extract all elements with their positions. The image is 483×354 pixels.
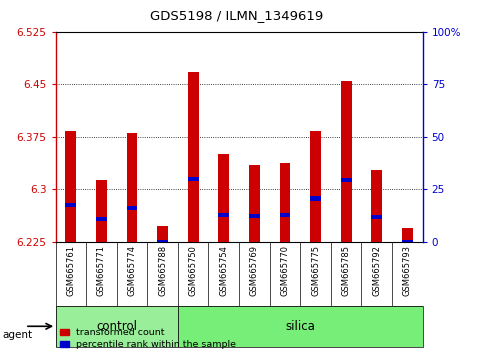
Bar xyxy=(127,206,137,210)
FancyBboxPatch shape xyxy=(56,306,178,347)
Text: GSM665771: GSM665771 xyxy=(97,245,106,296)
FancyBboxPatch shape xyxy=(56,306,423,347)
Text: silica: silica xyxy=(285,320,315,333)
Bar xyxy=(402,240,412,244)
Legend: transformed count, percentile rank within the sample: transformed count, percentile rank withi… xyxy=(60,329,236,349)
Bar xyxy=(371,215,382,219)
Bar xyxy=(310,131,321,242)
Text: agent: agent xyxy=(2,330,32,339)
Bar xyxy=(188,177,199,181)
Text: GSM665754: GSM665754 xyxy=(219,245,228,296)
Text: GSM665761: GSM665761 xyxy=(66,245,75,296)
Bar xyxy=(157,226,168,242)
Bar xyxy=(280,164,290,242)
Bar xyxy=(66,131,76,242)
Text: GSM665774: GSM665774 xyxy=(128,245,137,296)
Text: GSM665750: GSM665750 xyxy=(189,245,198,296)
Text: GSM665769: GSM665769 xyxy=(250,245,259,296)
Bar xyxy=(341,178,352,182)
Bar xyxy=(218,213,229,217)
Bar xyxy=(371,171,382,242)
Bar xyxy=(249,214,260,218)
Bar xyxy=(157,240,168,244)
Bar xyxy=(96,180,107,242)
FancyBboxPatch shape xyxy=(178,306,423,347)
Bar xyxy=(402,228,412,242)
Text: GSM665788: GSM665788 xyxy=(158,245,167,296)
Bar xyxy=(280,213,290,217)
Bar xyxy=(188,72,199,242)
Text: control: control xyxy=(96,320,137,333)
Text: GSM665770: GSM665770 xyxy=(281,245,289,296)
Text: GDS5198 / ILMN_1349619: GDS5198 / ILMN_1349619 xyxy=(150,9,323,22)
Bar xyxy=(96,217,107,221)
Bar xyxy=(249,165,260,242)
Text: GSM665785: GSM665785 xyxy=(341,245,351,296)
Text: GSM665792: GSM665792 xyxy=(372,245,381,296)
Bar xyxy=(341,81,352,242)
Bar xyxy=(66,203,76,207)
Text: GSM665793: GSM665793 xyxy=(403,245,412,296)
Bar xyxy=(127,133,137,242)
Bar xyxy=(310,196,321,201)
Text: GSM665775: GSM665775 xyxy=(311,245,320,296)
Bar xyxy=(218,154,229,242)
